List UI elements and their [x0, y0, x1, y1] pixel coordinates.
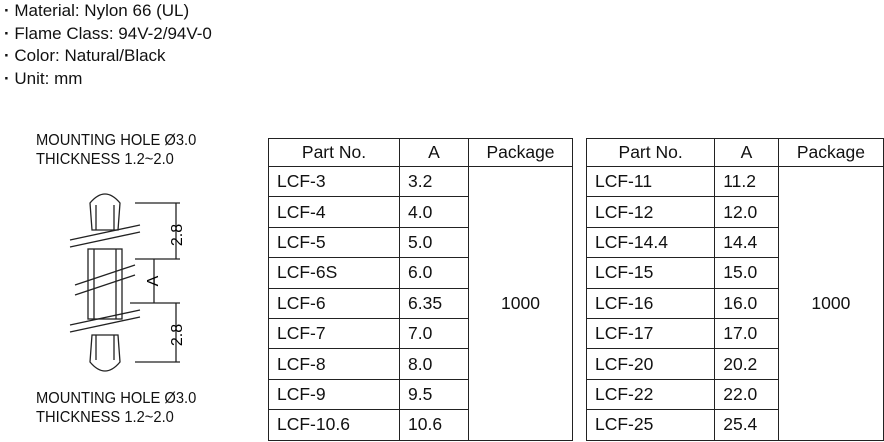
table-cell: 3.2 [399, 165, 469, 198]
table-cell: 5.0 [399, 226, 469, 259]
header-cell: Package [468, 138, 573, 167]
spec-list: Material: Nylon 66 (UL)Flame Class: 94V-… [4, 0, 212, 91]
table-cell: LCF-5 [268, 226, 400, 259]
table-cell: LCF-8 [268, 348, 400, 380]
table-cell: 6.0 [399, 257, 469, 289]
table-cell: 16.0 [714, 287, 779, 319]
table-row: LCF-17 17.0 [585, 317, 884, 350]
table-cell: LCF-6S [268, 257, 400, 289]
table-cell: 20.2 [714, 348, 779, 380]
spec-item: Material: Nylon 66 (UL) [4, 0, 212, 23]
table-row: LCF-10.6 10.6 [268, 409, 573, 441]
table-row: LCF-9 9.5 [268, 378, 573, 411]
table-row: LCF-25 25.4 [585, 409, 884, 441]
dimension-label: 2.8 [169, 324, 186, 346]
table-cell: LCF-17 [585, 317, 716, 350]
table-cell: 9.5 [399, 378, 469, 411]
package-cell: 1000 [468, 166, 573, 441]
table-cell: 17.0 [714, 317, 779, 350]
header-cell: Part No. [268, 138, 400, 167]
table-cell: 22.0 [714, 378, 779, 411]
table-cell: LCF-20 [585, 348, 716, 380]
table-cell: 4.0 [399, 196, 469, 228]
table-row: LCF-11 11.2 1000 [585, 165, 884, 441]
table-cell: 11.2 [714, 165, 779, 198]
table-row: LCF-6 6.35 [268, 287, 573, 319]
table-row: LCF-4 4.0 [268, 196, 573, 228]
mounting-label: MOUNTING HOLE Ø3.0 THICKNESS 1.2~2.0 [36, 131, 196, 169]
table-cell: LCF-9 [268, 378, 400, 411]
table-cell: 7.0 [399, 317, 469, 350]
table-cell: LCF-22 [585, 378, 716, 411]
table-cell: LCF-3 [268, 165, 400, 198]
mounting-label: MOUNTING HOLE Ø3.0 THICKNESS 1.2~2.0 [36, 389, 196, 427]
table-cell: LCF-25 [585, 409, 716, 441]
header-cell: A [399, 138, 469, 167]
header-row: Part No. A Package [268, 138, 573, 167]
table-cell: LCF-6 [268, 287, 400, 319]
spec-item: Unit: mm [4, 68, 212, 91]
table-cell: LCF-11 [585, 165, 716, 198]
table-cell: LCF-4 [268, 196, 400, 228]
label-line: MOUNTING HOLE Ø3.0 [36, 390, 197, 407]
table-row: LCF-6S 6.0 [268, 257, 573, 289]
table-row: LCF-20 20.2 [585, 348, 884, 380]
table-cell: 8.0 [399, 348, 469, 380]
table-row: LCF-7 7.0 [268, 317, 573, 350]
table-row: LCF-3 3.2 1000 [268, 165, 573, 441]
table-row: LCF-8 8.0 [268, 348, 573, 380]
header-cell: A [714, 138, 779, 167]
header-row: Part No. A Package [585, 138, 884, 167]
table-cell: LCF-16 [585, 287, 716, 319]
table-row: LCF-16 16.0 [585, 287, 884, 319]
table-row: LCF-5 5.0 [268, 226, 573, 259]
table-cell: 25.4 [714, 409, 779, 441]
part-drawing: 2.8 A 2.8 [69, 193, 186, 372]
package-cell: 1000 [777, 166, 884, 441]
table-cell: LCF-15 [585, 257, 716, 289]
label-line: MOUNTING HOLE Ø3.0 [36, 132, 197, 149]
table-row: LCF-12 12.0 [585, 196, 884, 228]
spec-item: Flame Class: 94V-2/94V-0 [4, 23, 211, 46]
label-line: THICKNESS 1.2~2.0 [36, 409, 174, 426]
table-cell: 6.35 [399, 287, 469, 319]
dimension-label: 2.8 [169, 224, 186, 246]
part-table: Part No. A Package LCF-3 3.2 1000 LCF-4 4.0 LCF-… [268, 138, 573, 441]
table-row: LCF-22 22.0 [585, 378, 884, 411]
spec-item: Color: Natural/Black [4, 45, 212, 68]
table-cell: 10.6 [399, 409, 469, 441]
label-line: THICKNESS 1.2~2.0 [36, 151, 174, 168]
table-cell: LCF-12 [585, 196, 716, 228]
table-cell: 12.0 [714, 196, 779, 228]
table-cell: 15.0 [714, 257, 779, 289]
table-cell: LCF-10.6 [268, 409, 400, 441]
part-table: Part No. A Package LCF-11 11.2 1000 LCF-12 12.0… [585, 138, 884, 441]
table-row: LCF-14.4 14.4 [585, 226, 884, 259]
dimension-label: A [145, 275, 162, 286]
header-cell: Package [777, 138, 884, 167]
table-cell: LCF-7 [268, 317, 400, 350]
header-cell: Part No. [585, 138, 716, 167]
table-cell: LCF-14.4 [585, 226, 716, 259]
table-row: LCF-15 15.0 [585, 257, 884, 289]
table-cell: 14.4 [714, 226, 779, 259]
